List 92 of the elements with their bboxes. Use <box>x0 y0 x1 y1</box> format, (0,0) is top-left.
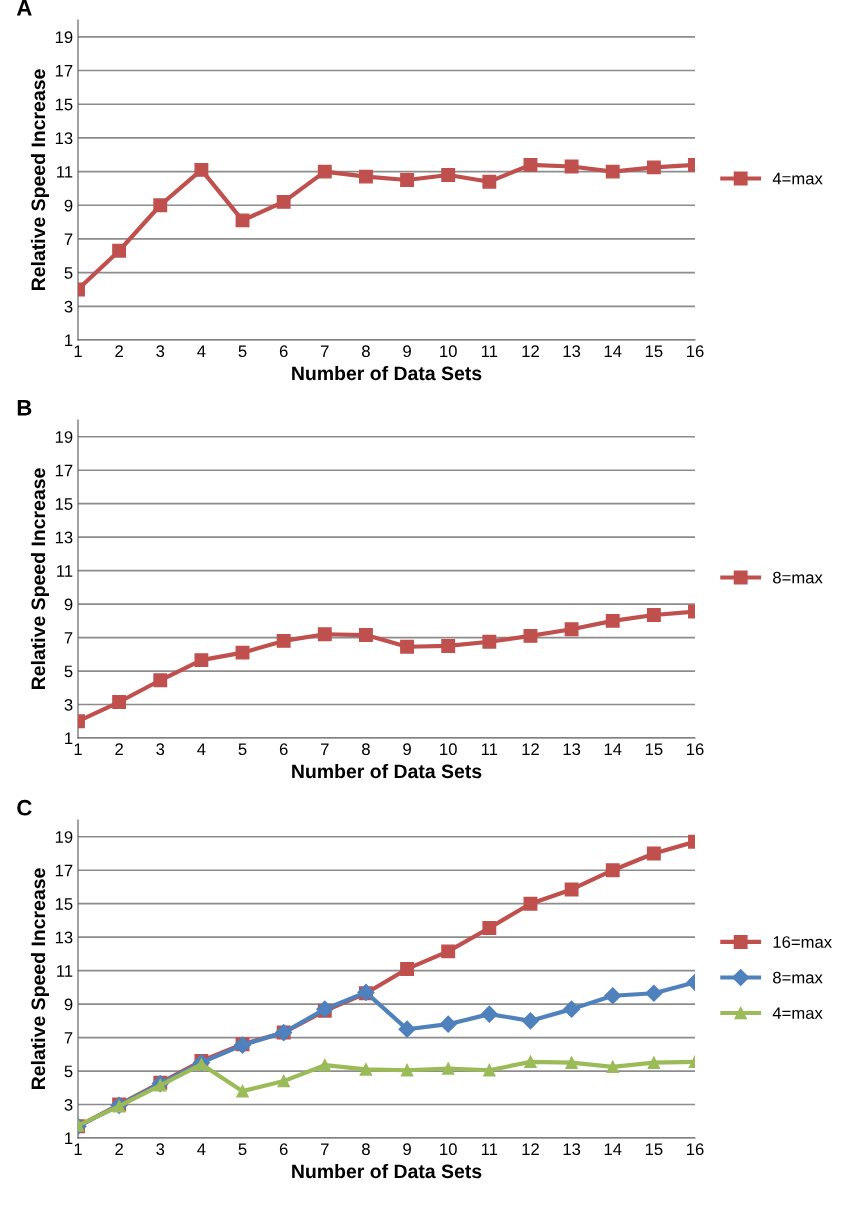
y-tick-label: 9 <box>64 199 73 212</box>
x-tick-label: 10 <box>440 1143 457 1156</box>
y-tick-label: 19 <box>55 431 73 443</box>
x-tick-label: 16 <box>687 743 704 756</box>
x-tick-label: 8 <box>362 345 370 358</box>
x-tick-label: 5 <box>238 345 247 358</box>
x-tick-label: 2 <box>115 743 123 755</box>
x-tick-label: 2 <box>115 1143 123 1155</box>
x-tick-label: 15 <box>645 345 663 358</box>
x-tick-label: 7 <box>321 345 329 357</box>
x-tick-label: 11 <box>481 1143 498 1155</box>
y-tick-label: 15 <box>55 98 73 111</box>
x-tick-label: 2 <box>115 345 123 357</box>
y-tick-label: 9 <box>64 598 73 611</box>
y-tick-label: 11 <box>57 965 73 977</box>
x-tick-label: 3 <box>156 743 165 756</box>
x-tick-label: 15 <box>645 1143 663 1156</box>
y-tick-label: 13 <box>55 531 73 544</box>
y-tick-label: 3 <box>64 698 73 711</box>
x-tick-label: 6 <box>279 345 288 358</box>
legend-label: 8=max <box>773 971 823 984</box>
chart-title: A <box>16 0 32 16</box>
x-tick-label: 5 <box>238 1143 247 1156</box>
x-tick-label: 11 <box>481 743 498 755</box>
x-tick-label: 7 <box>321 1143 329 1155</box>
y-tick-label: 13 <box>55 132 73 145</box>
y-tick-label: 11 <box>57 166 73 178</box>
x-tick-label: 14 <box>604 1143 622 1155</box>
x-tick-label: 12 <box>522 1143 539 1155</box>
x-axis-title: Number of Data Sets <box>292 1163 482 1179</box>
y-tick-label: 1 <box>65 1132 73 1145</box>
y-tick-label: 17 <box>55 864 73 877</box>
x-tick-label: 3 <box>156 345 165 358</box>
x-tick-label: 9 <box>403 345 411 358</box>
x-tick-label: 10 <box>440 345 457 358</box>
y-tick-label: 7 <box>64 1032 73 1044</box>
x-tick-label: 11 <box>481 345 498 357</box>
y-tick-label: 15 <box>55 498 73 510</box>
x-tick-label: 13 <box>563 1143 581 1156</box>
y-tick-label: 7 <box>64 632 73 644</box>
y-tick-label: 5 <box>64 1065 73 1078</box>
y-tick-label: 17 <box>55 464 73 477</box>
y-tick-label: 3 <box>64 300 73 313</box>
x-tick-label: 5 <box>238 743 247 756</box>
x-tick-label: 1 <box>74 345 82 357</box>
y-axis-title: Relative Speed Increase <box>30 69 50 291</box>
y-tick-label: 19 <box>55 31 73 44</box>
y-tick-label: 5 <box>64 267 73 279</box>
chart-title: B <box>17 400 32 416</box>
x-tick-label: 8 <box>362 1143 370 1156</box>
legend-label: 4=max <box>772 1007 823 1020</box>
x-tick-label: 14 <box>604 345 622 357</box>
x-axis-title: Number of Data Sets <box>292 763 482 779</box>
y-tick-label: 17 <box>55 65 73 77</box>
legend-label: 16=max <box>773 936 832 948</box>
x-tick-label: 9 <box>403 1143 411 1156</box>
legend-label: 4=max <box>772 172 823 185</box>
x-axis-title: Number of Data Sets <box>292 365 482 381</box>
y-axis-title: Relative Speed Increase <box>30 868 50 1090</box>
x-tick-label: 12 <box>522 345 539 357</box>
x-tick-label: 10 <box>440 743 457 756</box>
y-tick-label: 11 <box>57 565 73 577</box>
x-tick-label: 16 <box>687 1143 704 1156</box>
y-axis-title: Relative Speed Increase <box>30 468 50 690</box>
x-tick-label: 7 <box>321 743 329 755</box>
x-tick-label: 4 <box>197 1143 206 1155</box>
y-tick-label: 1 <box>65 334 73 347</box>
x-tick-label: 1 <box>74 743 82 755</box>
y-tick-label: 13 <box>55 931 73 944</box>
x-tick-label: 13 <box>563 345 581 358</box>
x-tick-label: 6 <box>279 743 288 756</box>
x-tick-label: 9 <box>403 743 411 756</box>
x-tick-label: 3 <box>156 1143 165 1156</box>
x-tick-label: 4 <box>197 345 206 357</box>
x-tick-label: 13 <box>563 743 581 756</box>
x-tick-label: 1 <box>74 1143 82 1155</box>
chart-title: C <box>17 799 32 816</box>
y-tick-label: 1 <box>65 732 73 745</box>
y-tick-label: 3 <box>64 1098 73 1111</box>
y-tick-label: 15 <box>55 898 73 910</box>
y-tick-label: 19 <box>55 831 73 843</box>
x-tick-label: 16 <box>687 345 704 358</box>
x-tick-label: 8 <box>362 743 370 756</box>
y-tick-label: 9 <box>64 998 73 1011</box>
x-tick-label: 4 <box>197 743 206 755</box>
y-tick-label: 7 <box>64 233 73 245</box>
x-tick-label: 15 <box>645 743 663 756</box>
x-tick-label: 14 <box>604 743 622 755</box>
legend-label: 8=max <box>773 571 823 584</box>
x-tick-label: 12 <box>522 743 539 755</box>
x-tick-label: 6 <box>279 1143 288 1156</box>
y-tick-label: 5 <box>64 665 73 678</box>
